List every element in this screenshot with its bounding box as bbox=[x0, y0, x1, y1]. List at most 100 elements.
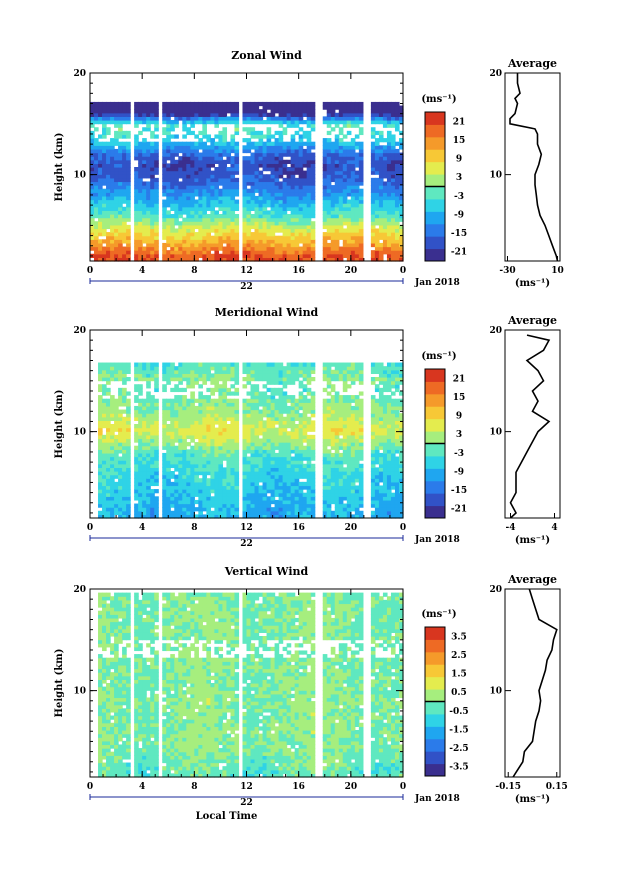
heatmap-cell bbox=[378, 130, 384, 136]
heatmap-cell bbox=[102, 463, 107, 468]
heatmap-cell bbox=[126, 159, 131, 164]
heatmap-cell bbox=[150, 257, 155, 262]
heatmap-cell bbox=[358, 195, 364, 201]
heatmap-cell bbox=[374, 250, 380, 255]
heatmap-cell bbox=[282, 481, 288, 487]
heatmap-cell bbox=[162, 409, 167, 414]
heatmap-cell bbox=[190, 380, 195, 385]
heatmap-cell bbox=[106, 420, 111, 425]
heatmap-cell bbox=[254, 373, 260, 378]
heatmap-cell bbox=[254, 489, 260, 494]
heatmap-cell bbox=[378, 109, 384, 114]
heatmap-cell bbox=[286, 395, 292, 400]
heatmap-cell bbox=[326, 152, 332, 157]
heatmap-cell bbox=[290, 424, 296, 429]
heatmap-cell bbox=[310, 228, 316, 233]
heatmap-cell bbox=[154, 156, 159, 161]
heatmap-cell bbox=[254, 467, 260, 472]
heatmap-cell bbox=[326, 141, 332, 146]
heatmap-cell bbox=[266, 203, 272, 208]
heatmap-cell bbox=[202, 438, 207, 443]
heatmap-cell bbox=[154, 177, 159, 183]
heatmap-cell bbox=[258, 424, 264, 429]
heatmap-cell bbox=[302, 463, 308, 468]
heatmap-cell bbox=[186, 239, 191, 244]
heatmap-cell bbox=[250, 174, 256, 179]
heatmap-cell bbox=[162, 192, 167, 197]
heatmap-cell bbox=[258, 257, 264, 262]
heatmap-cell bbox=[162, 250, 167, 255]
heatmap-cell bbox=[174, 384, 179, 389]
heatmap-cell bbox=[218, 120, 224, 125]
heatmap-cell bbox=[266, 449, 272, 454]
heatmap-cell bbox=[118, 438, 123, 443]
heatmap-cell bbox=[278, 474, 284, 479]
heatmap-cell bbox=[342, 199, 348, 204]
heatmap-cell bbox=[146, 380, 151, 385]
heatmap-cell bbox=[114, 460, 119, 465]
profile-frame bbox=[504, 72, 561, 262]
heatmap-cell bbox=[262, 224, 268, 230]
heatmap-cell bbox=[270, 395, 276, 400]
heatmap-cell bbox=[210, 228, 215, 233]
heatmap-cell bbox=[274, 366, 280, 371]
heatmap-cell bbox=[298, 239, 304, 244]
heatmap-cell bbox=[310, 174, 316, 179]
heatmap-cell bbox=[278, 257, 284, 262]
heatmap-cell bbox=[282, 181, 288, 186]
heatmap-cell bbox=[206, 214, 211, 219]
heatmap-cell bbox=[254, 257, 260, 262]
heatmap-cell bbox=[138, 387, 143, 393]
heatmap-cell bbox=[126, 185, 131, 190]
heatmap-cell bbox=[122, 507, 127, 512]
heatmap-cell bbox=[338, 192, 344, 197]
heatmap-cell bbox=[222, 253, 228, 258]
heatmap-cell bbox=[278, 130, 284, 136]
heatmap-cell bbox=[206, 203, 211, 208]
heatmap-cell bbox=[106, 185, 111, 190]
heatmap-cell bbox=[214, 510, 220, 515]
heatmap-cell bbox=[390, 257, 396, 262]
heatmap-cell bbox=[398, 214, 404, 219]
heatmap-cell bbox=[178, 413, 183, 418]
heatmap-cell bbox=[134, 235, 139, 240]
heatmap-cell bbox=[326, 210, 332, 215]
heatmap-cell bbox=[258, 109, 264, 114]
heatmap-cell bbox=[254, 235, 260, 240]
heatmap-cell bbox=[282, 170, 288, 175]
heatmap-cell bbox=[154, 377, 159, 382]
heatmap-cell bbox=[322, 163, 328, 168]
heatmap-cell bbox=[106, 492, 111, 497]
heatmap-cell bbox=[122, 250, 127, 255]
heatmap-cell bbox=[106, 485, 111, 490]
heatmap-cell bbox=[310, 181, 316, 186]
heatmap-cell bbox=[230, 478, 236, 483]
heatmap-cell bbox=[122, 214, 127, 219]
heatmap-cell bbox=[394, 199, 400, 204]
heatmap-cell bbox=[90, 195, 95, 201]
heatmap-cell bbox=[146, 246, 151, 251]
heatmap-cell bbox=[170, 228, 175, 233]
heatmap-cell bbox=[250, 203, 256, 208]
heatmap-cell bbox=[190, 163, 195, 168]
heatmap-cell bbox=[114, 369, 119, 374]
heatmap-cell bbox=[102, 177, 107, 183]
heatmap-cell bbox=[118, 145, 123, 150]
heatmap-cell bbox=[206, 145, 211, 150]
heatmap-cell bbox=[274, 174, 280, 179]
heatmap-cell bbox=[166, 123, 171, 128]
heatmap-cell bbox=[122, 167, 127, 172]
heatmap-cell bbox=[230, 420, 236, 425]
heatmap-cell bbox=[122, 177, 127, 183]
heatmap-cell bbox=[146, 192, 151, 197]
heatmap-cell bbox=[222, 257, 228, 262]
heatmap-cell bbox=[394, 159, 400, 164]
heatmap-cell bbox=[166, 195, 171, 201]
heatmap-cell bbox=[190, 105, 195, 110]
heatmap-cell bbox=[322, 232, 328, 237]
heatmap-cell bbox=[342, 203, 348, 208]
heatmap-cell bbox=[278, 250, 284, 255]
heatmap-cell bbox=[222, 442, 228, 447]
heatmap-cell bbox=[134, 242, 139, 248]
heatmap-cell bbox=[286, 510, 292, 515]
